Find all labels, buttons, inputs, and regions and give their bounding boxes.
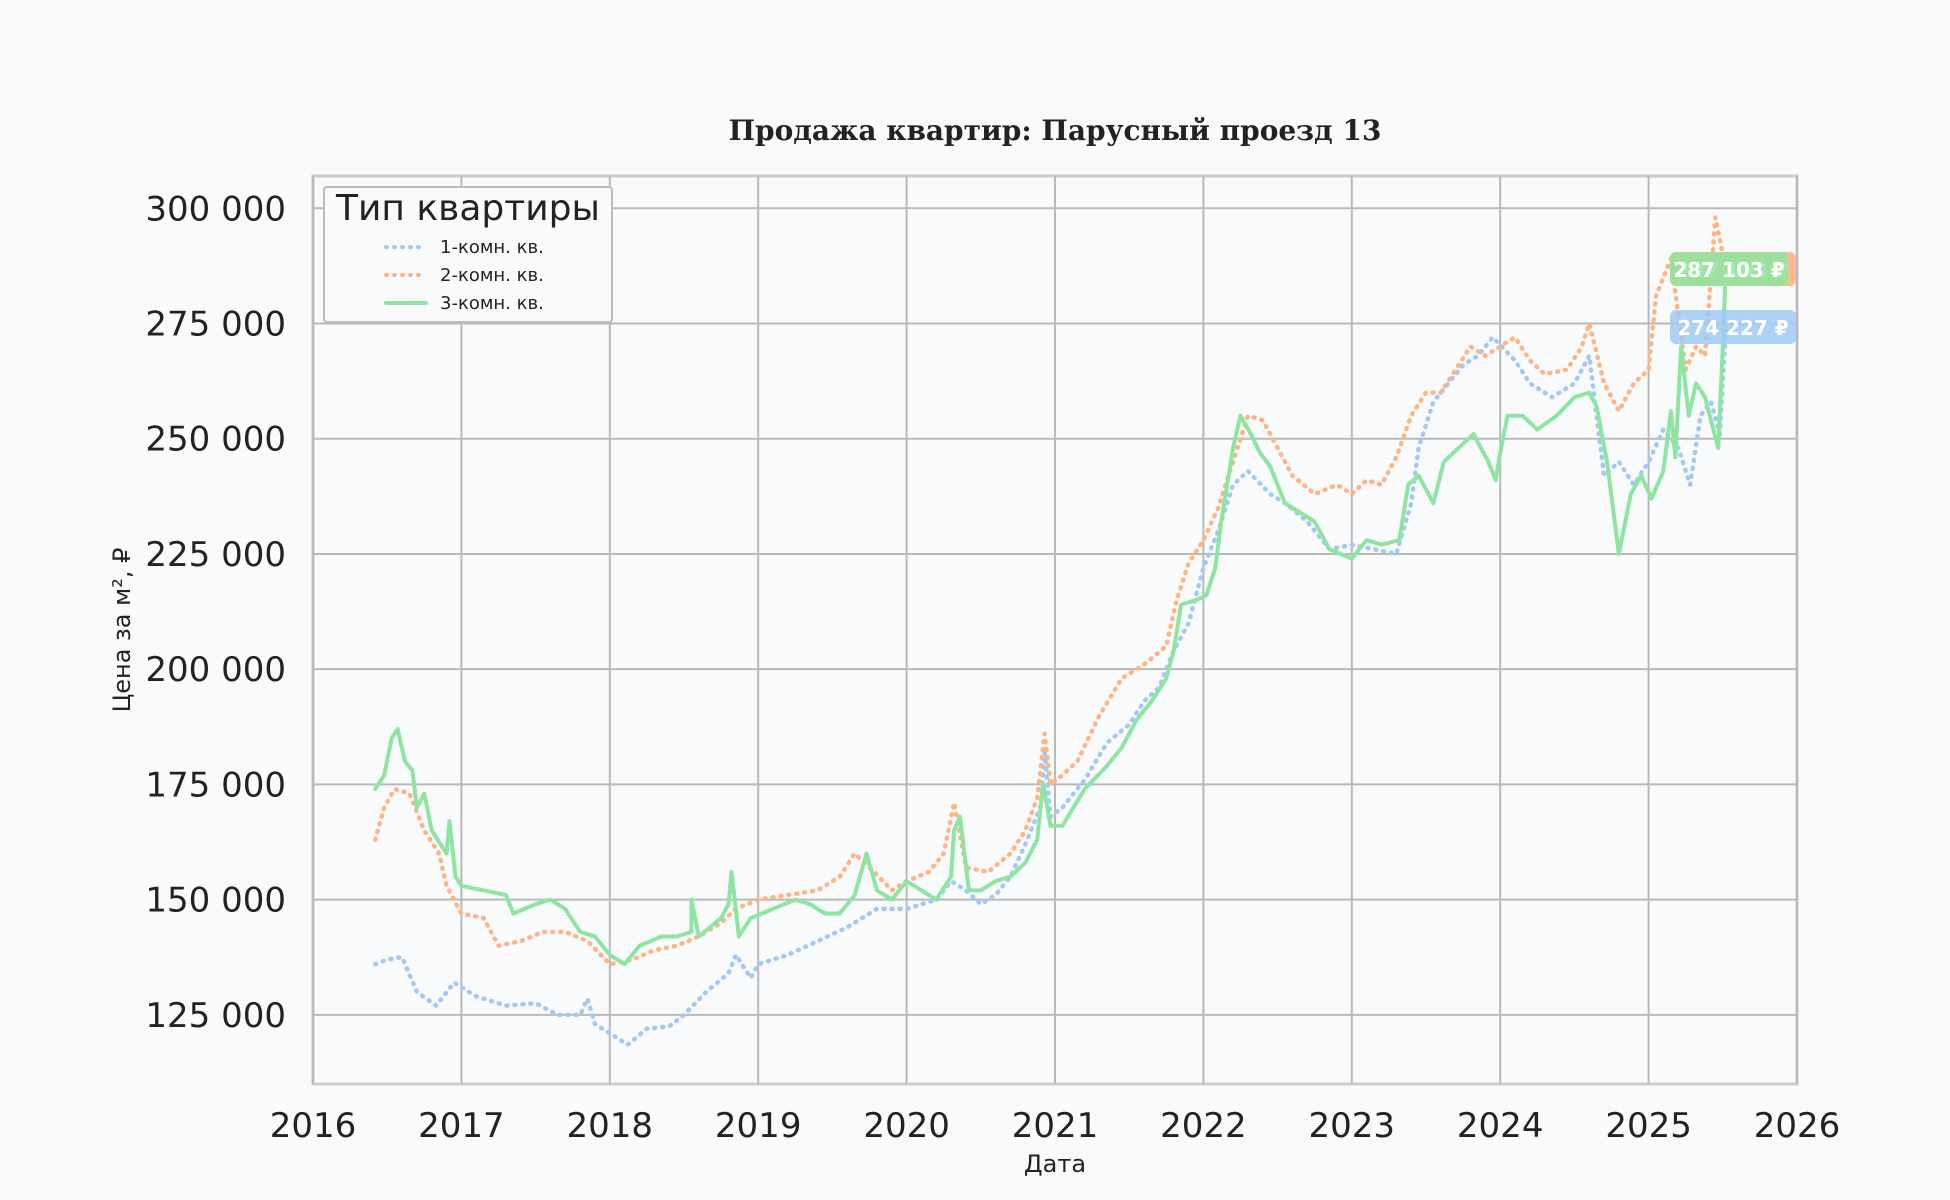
series-line-2	[373, 215, 1729, 967]
y-tick-label: 175 000	[145, 765, 286, 805]
y-tick-label: 275 000	[145, 304, 286, 344]
x-tick-label: 2020	[863, 1106, 950, 1146]
x-tick-label: 2022	[1160, 1106, 1247, 1146]
end-label-bg	[1670, 310, 1796, 344]
x-tick-label: 2019	[715, 1106, 802, 1146]
x-tick-label: 2017	[418, 1106, 505, 1146]
legend-label: 1-комн. кв.	[440, 237, 544, 258]
y-tick-label: 200 000	[145, 650, 286, 690]
legend-entry: 3-комн. кв.	[384, 293, 544, 314]
legend-label: 2-комн. кв.	[440, 265, 544, 286]
legend-title: Тип квартиры	[335, 188, 600, 229]
y-tick-label: 250 000	[145, 420, 286, 460]
chart-title: Продажа квартир: Парусный проезд 13	[729, 114, 1382, 147]
end-value-labels: 287 103 ₽287 103 ₽274 227 ₽	[1670, 252, 1796, 344]
y-tick-label: 300 000	[145, 189, 286, 229]
x-tick-label: 2026	[1754, 1106, 1841, 1146]
series-line-3	[373, 265, 1728, 967]
legend-entries: 1-комн. кв. 2-комн. кв. 3-комн. кв.	[384, 237, 544, 314]
end-label-badge: 287 103 ₽	[1670, 252, 1788, 286]
y-tick-label: 150 000	[145, 881, 286, 921]
x-axis-label: Дата	[1024, 1150, 1086, 1178]
legend: Тип квартиры 1-комн. кв. 2-комн. кв. 3-ком…	[323, 186, 613, 323]
x-tick-label: 2024	[1457, 1106, 1544, 1146]
x-tick-labels: 2016 2017 2018 2019 2020 2021 2022 2023 2024 2025…	[270, 1106, 1841, 1146]
legend-entry: 2-комн. кв.	[384, 265, 544, 286]
y-tick-label: 125 000	[145, 996, 286, 1036]
legend-entry: 1-комн. кв.	[384, 237, 544, 258]
x-tick-label: 2023	[1309, 1106, 1396, 1146]
end-label-text: 287 103 ₽	[1673, 258, 1784, 282]
grid	[312, 176, 1798, 1084]
x-tick-label: 2016	[270, 1106, 357, 1146]
legend-label: 3-комн. кв.	[440, 293, 544, 314]
y-tick-label: 225 000	[145, 535, 286, 575]
end-label-badge: 274 227 ₽	[1670, 310, 1796, 344]
y-tick-labels: 125 000 150 000 175 000 200 000 225 000 250 0…	[145, 189, 286, 1036]
end-label-bg	[1670, 252, 1788, 286]
x-tick-label: 2025	[1605, 1106, 1692, 1146]
x-tick-label: 2018	[567, 1106, 654, 1146]
series-line-1	[373, 324, 1729, 1048]
series-layer	[373, 215, 1729, 1048]
legend-box	[323, 186, 613, 323]
y-axis-label: Цена за м², ₽	[108, 548, 136, 713]
x-tick-label: 2021	[1012, 1106, 1099, 1146]
end-label-text: 274 227 ₽	[1677, 316, 1788, 340]
